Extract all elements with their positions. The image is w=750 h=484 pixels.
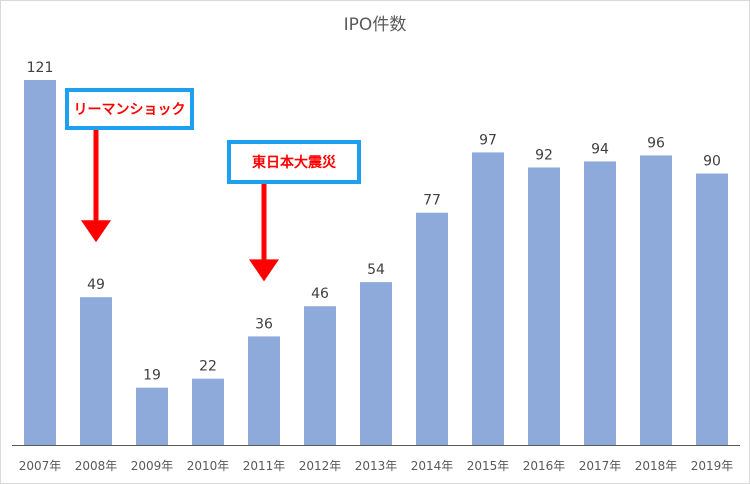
value-label-2012年: 46: [311, 286, 329, 302]
bar-2012年: [304, 306, 336, 445]
bar-2011年: [248, 336, 280, 445]
bar-2019年: [696, 173, 728, 445]
value-label-2016年: 92: [535, 147, 553, 163]
value-label-2011年: 36: [255, 316, 273, 332]
bar-2017年: [584, 161, 616, 445]
value-label-2009年: 19: [143, 368, 161, 384]
x-tick-label: 2012年: [299, 459, 342, 473]
value-label-2008年: 49: [87, 277, 105, 293]
x-tick-label: 2015年: [467, 459, 510, 473]
earthquake-arrow: [249, 184, 279, 282]
x-tick-label: 2011年: [243, 459, 286, 473]
x-tick-label: 2016年: [523, 459, 566, 473]
value-label-2007年: 121: [27, 60, 54, 76]
chart-title: IPO件数: [343, 15, 407, 35]
lehman-shock-callout: リーマンショック: [65, 88, 194, 130]
x-tick-label: 2018年: [635, 459, 678, 473]
x-tick-label: 2009年: [131, 459, 174, 473]
bar-2007年: [24, 80, 56, 445]
value-label-2015年: 97: [479, 132, 497, 148]
x-tick-label: 2007年: [19, 459, 62, 473]
lehman-shock-arrow: [81, 130, 111, 243]
value-label-2019年: 90: [703, 154, 721, 170]
bar-2013年: [360, 282, 392, 445]
bar-2016年: [528, 167, 560, 445]
x-tick-label: 2019年: [691, 459, 734, 473]
x-tick-label: 2010年: [187, 459, 230, 473]
great-east-japan-earthquake-callout: 東日本大震災: [227, 140, 361, 184]
value-label-2018年: 96: [647, 135, 665, 151]
x-tick-label: 2008年: [75, 459, 118, 473]
bar-2009年: [136, 387, 168, 445]
bar-2014年: [416, 212, 448, 445]
bar-2008年: [80, 297, 112, 445]
bar-2010年: [192, 378, 224, 445]
value-label-2010年: 22: [199, 359, 217, 375]
value-label-2014年: 77: [423, 193, 441, 209]
x-tick-label: 2013年: [355, 459, 398, 473]
value-label-2017年: 94: [591, 141, 609, 157]
x-tick-label: 2014年: [411, 459, 454, 473]
bar-2015年: [472, 152, 504, 445]
bar-2018年: [640, 155, 672, 446]
x-tick-label: 2017年: [579, 459, 622, 473]
value-label-2013年: 54: [367, 262, 385, 278]
